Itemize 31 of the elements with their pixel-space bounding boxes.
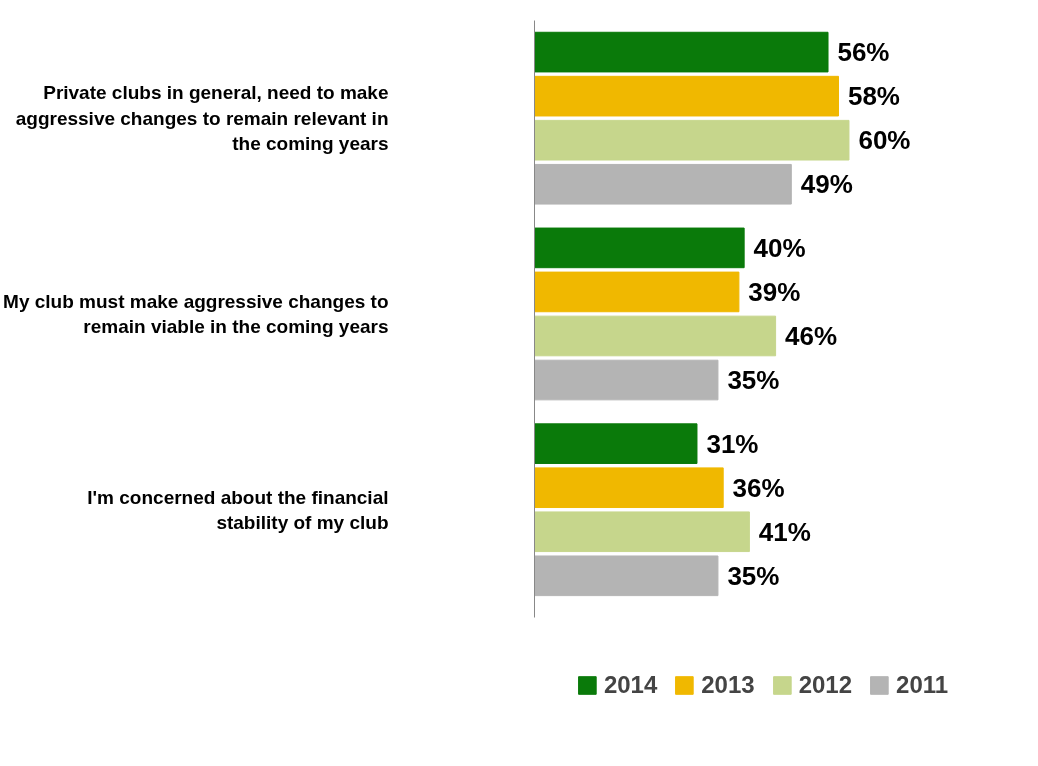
data-label: 35% — [727, 560, 780, 591]
legend-label: 2011 — [896, 671, 949, 699]
legend-label: 2014 — [603, 671, 658, 699]
data-label: 58% — [847, 81, 900, 112]
bar — [534, 163, 792, 205]
bar — [534, 511, 750, 553]
y-tick-label: My club must make aggressive changes to remain viable in the coming years — [3, 290, 389, 338]
bar — [534, 315, 777, 357]
data-label: 35% — [727, 365, 780, 396]
bar — [534, 271, 740, 313]
data-label: 56% — [837, 37, 890, 68]
bar — [534, 75, 839, 117]
data-label: 41% — [758, 516, 811, 547]
bar — [534, 119, 850, 161]
bar — [534, 467, 724, 509]
data-label: 60% — [858, 125, 911, 156]
bar — [534, 227, 745, 269]
y-tick-label: I'm concerned about the financial stability of my club — [87, 486, 389, 533]
data-label: 31% — [706, 428, 759, 459]
data-label: 46% — [785, 320, 838, 351]
data-label: 36% — [732, 472, 785, 503]
bar — [534, 359, 719, 401]
bar — [534, 555, 719, 597]
legend-label: 2013 — [701, 671, 755, 699]
y-tick-label: Private clubs in general, need to make aggressive changes to remain relevant in the coming years — [15, 82, 389, 154]
legend-label: 2012 — [798, 671, 853, 699]
data-label: 49% — [800, 169, 853, 200]
data-label: 40% — [753, 232, 806, 263]
data-label: 39% — [748, 276, 801, 307]
bar — [534, 31, 829, 73]
bar — [534, 423, 698, 464]
